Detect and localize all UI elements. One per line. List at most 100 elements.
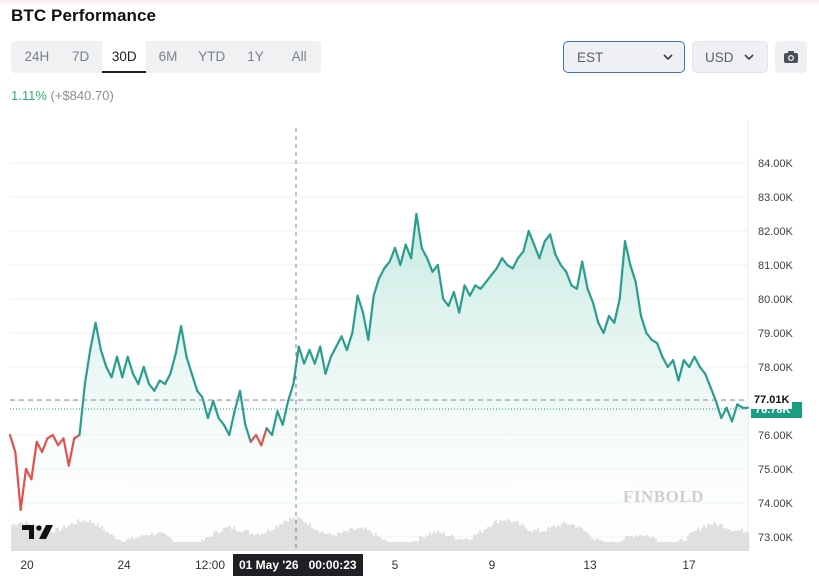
price-segment (548, 233, 557, 256)
price-segment (62, 437, 70, 467)
price-segment (677, 359, 685, 382)
x-tick-label: 5 (392, 558, 399, 572)
price-segment (217, 416, 225, 426)
price-segment (324, 355, 332, 375)
price-segment (297, 345, 306, 365)
price-segment (270, 410, 279, 437)
price-segment (137, 365, 145, 386)
y-tick-label: 75.00K (758, 464, 794, 476)
price-segment (126, 355, 135, 375)
price-segment (110, 355, 119, 379)
tab-6m[interactable]: 6M (158, 49, 178, 64)
tab-7d[interactable]: 7D (71, 49, 90, 64)
price-segment (142, 365, 151, 386)
price-segment (147, 382, 156, 392)
price-segment (426, 257, 434, 273)
chevron-down-icon (744, 54, 754, 61)
price-segment (244, 423, 252, 443)
tab-24h[interactable]: 24H (24, 49, 50, 64)
price-segment (591, 301, 600, 324)
price-segment (340, 335, 348, 352)
price-segment (436, 263, 445, 301)
price-segment (597, 321, 605, 335)
tab-ytd[interactable]: YTD (198, 49, 226, 64)
tab-all[interactable]: All (291, 49, 307, 64)
price-segment (527, 229, 536, 246)
timezone-select[interactable]: EST (563, 41, 685, 73)
price-segment (287, 382, 295, 403)
price-segment (415, 212, 423, 250)
price-segment (511, 257, 520, 270)
price-segment (688, 355, 696, 369)
price-segment (174, 325, 183, 355)
price-segment (367, 294, 375, 341)
price-segment (543, 233, 552, 243)
change-amount: (+$840.70) (50, 88, 114, 103)
price-segment (420, 246, 429, 260)
price-segment (607, 314, 616, 324)
price-segment (238, 389, 247, 426)
screenshot-button[interactable] (775, 41, 807, 73)
price-segment (602, 314, 611, 335)
x-tick-label: 13 (583, 558, 597, 572)
tab-1y[interactable]: 1Y (247, 49, 264, 64)
price-segment (254, 433, 263, 447)
y-tick-label: 83.00K (758, 192, 794, 204)
price-segment (169, 352, 177, 375)
price-segment (51, 433, 60, 447)
price-segment (575, 260, 584, 290)
price-segment (383, 260, 391, 270)
price-line (8, 212, 750, 511)
price-segment (67, 437, 76, 467)
price-segment (35, 440, 44, 454)
y-tick-label: 81.00K (758, 260, 794, 272)
price-segment (516, 250, 525, 260)
price-segment (212, 399, 220, 420)
price-segment (720, 406, 728, 420)
price-segment (329, 345, 338, 358)
price-segment (14, 450, 22, 511)
crosshair-price-tag: 77.01K (751, 392, 793, 409)
price-segment (276, 410, 284, 426)
price-segment (89, 321, 97, 352)
price-segment (682, 359, 691, 369)
price-segment (639, 314, 648, 335)
x-tick-label: 12:00 (195, 558, 225, 572)
price-segment (121, 355, 129, 379)
price-segment (356, 294, 365, 314)
price-segment (335, 335, 343, 348)
currency-select[interactable]: USD (692, 41, 768, 73)
price-segment (196, 389, 204, 399)
price-segment (698, 365, 707, 375)
x-tick-label: 24 (117, 558, 131, 572)
price-chart[interactable]: 84.00K 83.00K 82.00K 81.00K 80.00K 79.00K 78.0… (0, 120, 819, 579)
price-segment (559, 263, 568, 273)
finbold-watermark: FINBOLD (623, 487, 704, 506)
price-segment (190, 372, 199, 392)
price-segment (30, 440, 38, 481)
y-tick-label: 78.00K (758, 362, 794, 374)
crosshair-date: 01 May '26 (239, 558, 299, 572)
x-axis: 20 24 12:00 5 9 13 17 (20, 558, 696, 572)
price-segment (153, 379, 161, 392)
timeframe-tabs: 24H 7D 30D 6M YTD 1Y All (11, 41, 321, 73)
tab-30d[interactable]: 30D (102, 41, 147, 73)
price-segment (730, 403, 739, 423)
price-segment (645, 331, 653, 341)
price-segment (693, 355, 702, 369)
price-segment (586, 287, 595, 304)
crosshair-time-label: 01 May '26 00:00:23 (233, 554, 363, 576)
price-segment (99, 348, 108, 369)
performance-change: 1.11% (+$840.70) (11, 88, 114, 103)
x-tick-label: 17 (682, 558, 696, 572)
price-segment (634, 280, 643, 318)
x-tick-label: 9 (489, 558, 496, 572)
price-segment (233, 389, 242, 413)
price-segment (281, 399, 290, 426)
price-segment (623, 240, 632, 267)
price-segment (479, 280, 488, 290)
price-segment (554, 253, 562, 267)
price-segment (704, 372, 712, 389)
price-segment (500, 257, 509, 267)
y-tick-label: 82.00K (758, 226, 794, 238)
